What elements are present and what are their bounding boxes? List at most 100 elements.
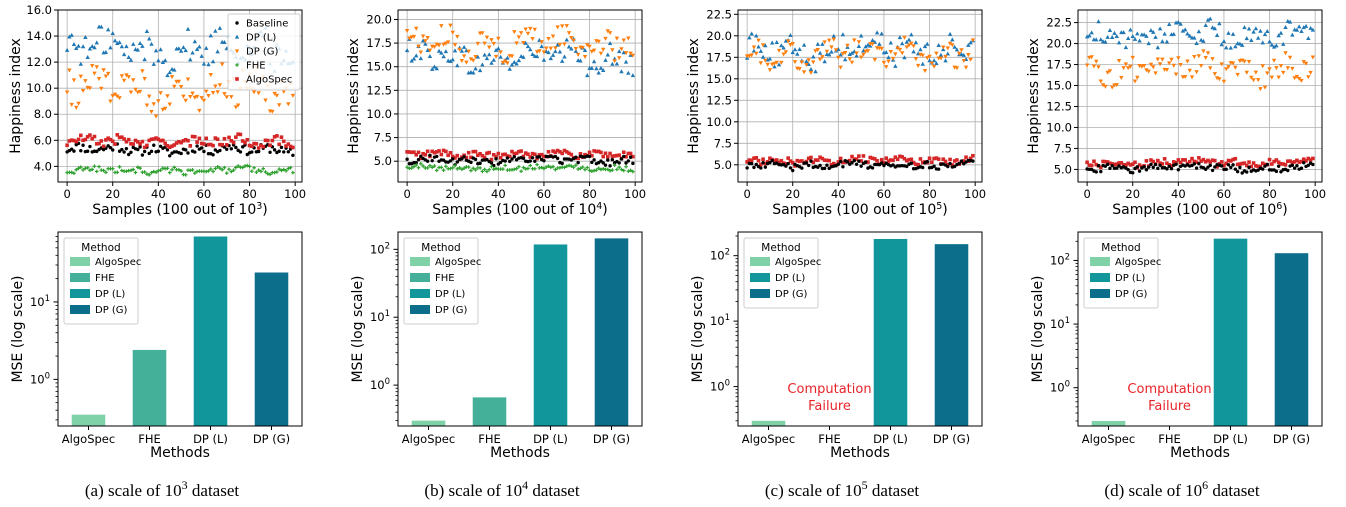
data-point (560, 151, 564, 156)
data-point (67, 139, 72, 143)
data-point (1171, 160, 1176, 164)
legend-swatch (410, 257, 430, 266)
data-point (1238, 162, 1242, 166)
y-tick-base: 10 (1050, 253, 1065, 267)
data-point (507, 66, 512, 71)
data-point (1295, 158, 1299, 163)
data-point (174, 141, 179, 145)
data-point (87, 46, 93, 51)
data-point (217, 25, 223, 30)
data-point (152, 143, 156, 147)
data-point (770, 40, 775, 45)
y-axis-label: MSE (log scale) (690, 275, 706, 382)
data-point (425, 48, 430, 53)
data-point (434, 150, 439, 154)
data-point (1244, 70, 1249, 75)
data-point (1192, 55, 1197, 60)
data-point (530, 52, 535, 57)
data-point (272, 148, 277, 152)
data-point (797, 46, 802, 51)
data-point (423, 39, 428, 44)
data-point (1103, 159, 1108, 164)
data-point (1297, 160, 1301, 164)
data-point (797, 159, 802, 164)
data-point (628, 51, 633, 56)
data-point (956, 51, 962, 56)
data-point (1151, 29, 1156, 34)
data-point (85, 134, 90, 139)
data-point (961, 52, 966, 57)
data-point (1253, 26, 1259, 31)
data-point (74, 139, 79, 144)
x-axis-label-tail: ) (602, 202, 607, 218)
data-point (816, 158, 820, 162)
data-point (158, 47, 163, 52)
data-point (530, 151, 535, 156)
data-point (1242, 25, 1247, 30)
data-point (1246, 60, 1252, 64)
data-point (1100, 83, 1106, 88)
data-point (165, 94, 170, 99)
data-point (137, 89, 143, 94)
data-point (87, 86, 93, 91)
data-point (754, 162, 758, 167)
data-point (1233, 156, 1238, 161)
data-point (1295, 164, 1299, 168)
data-point (117, 96, 122, 101)
data-point (272, 91, 277, 96)
y-axis-label: Happiness index (686, 38, 702, 154)
data-point (534, 54, 540, 59)
data-point (945, 46, 950, 51)
data-point (1224, 45, 1229, 50)
data-point (167, 70, 172, 75)
data-point (219, 62, 225, 67)
axes-frame (737, 9, 983, 183)
data-point (414, 161, 418, 165)
data-point (281, 139, 286, 144)
data-point (751, 45, 757, 50)
y-tick-exponent: 1 (725, 313, 730, 323)
data-point (961, 58, 966, 63)
data-point (1094, 59, 1099, 64)
data-point (870, 166, 875, 170)
data-point (550, 52, 556, 57)
data-point (1208, 66, 1213, 71)
data-point (1276, 164, 1281, 168)
data-point (1210, 168, 1215, 173)
data-point (856, 40, 862, 45)
data-point (185, 26, 191, 31)
legend-swatch (410, 273, 430, 282)
data-point (489, 60, 494, 65)
data-point (1311, 156, 1315, 161)
data-point (245, 137, 250, 142)
data-point (1190, 156, 1194, 161)
data-point (525, 44, 531, 49)
data-point (890, 56, 896, 61)
data-point (943, 54, 948, 59)
data-point (542, 159, 546, 163)
data-point (1110, 35, 1115, 40)
data-point (1182, 27, 1188, 32)
axes-frame (1077, 9, 1323, 183)
data-point (122, 137, 126, 141)
data-point (959, 52, 964, 57)
data-point (247, 143, 252, 148)
data-point (927, 58, 932, 63)
data-point (758, 48, 764, 53)
data-point (290, 93, 296, 98)
data-point (1292, 166, 1297, 170)
data-point (194, 94, 200, 99)
data-point (99, 24, 104, 29)
legend-swatch (750, 273, 770, 282)
data-point (1132, 79, 1138, 84)
data-point (90, 64, 95, 69)
data-point (1085, 160, 1089, 165)
data-point (564, 37, 569, 42)
data-point (813, 69, 818, 74)
data-point (594, 66, 599, 71)
data-point (1108, 161, 1112, 166)
legend-swatch (750, 257, 770, 266)
data-point (1103, 84, 1108, 89)
data-point (428, 153, 432, 158)
